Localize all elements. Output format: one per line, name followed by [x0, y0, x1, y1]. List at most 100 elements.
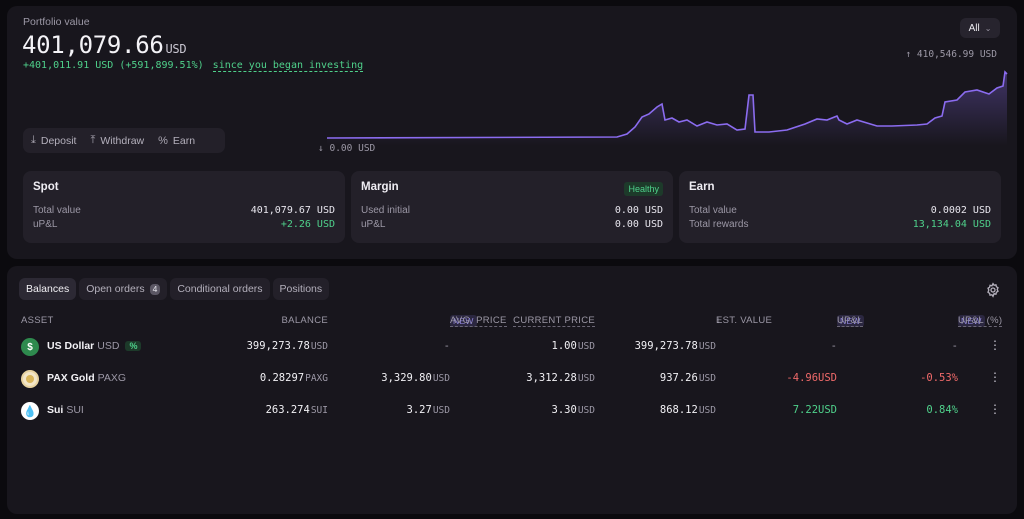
spot-total-label: Total value	[33, 205, 81, 216]
margin-title: Margin	[361, 181, 399, 193]
margin-health-badge: Healthy	[624, 182, 663, 196]
chart-high-value: 410,546.99 USD	[916, 49, 997, 60]
tab-open-orders-label: Open orders	[86, 283, 145, 295]
portfolio-value: 401,079.66 USD	[22, 31, 187, 59]
table-row[interactable]: $ US Dollar USD% 399,273.78USD - 1.00USD …	[7, 335, 1017, 361]
balance-cell: 263.274SUI	[266, 404, 328, 416]
balance-unit: PAXG	[305, 373, 328, 384]
tab-open-orders[interactable]: Open orders 4	[79, 278, 168, 300]
avg-price-value: 3,329.80	[381, 372, 432, 384]
kebab-icon[interactable]: ⋮	[989, 402, 1001, 416]
spot-upl-value: +2.26 USD	[280, 219, 335, 230]
asset-name-text: Sui	[47, 404, 64, 416]
portfolio-chart[interactable]	[317, 62, 1017, 146]
time-range-dropdown[interactable]: All ⌄	[960, 18, 1000, 38]
gear-icon[interactable]	[985, 282, 1001, 298]
balance-cell: 0.28297PAXG	[260, 372, 328, 384]
earn-title: Earn	[689, 181, 715, 193]
header-upl-pct-label: UP&L (%)	[958, 315, 1003, 327]
withdraw-label: Withdraw	[100, 134, 145, 147]
current-price-cell: 3.30USD	[552, 404, 595, 416]
upl-cell: -	[830, 340, 837, 352]
est-value-unit: USD	[698, 373, 716, 384]
margin-used-value: 0.00 USD	[614, 205, 663, 216]
margin-card[interactable]: Margin Healthy Used initial 0.00 USD uP&L…	[351, 171, 673, 243]
withdraw-button[interactable]: ⤒ Withdraw	[90, 134, 144, 147]
balance-unit: SUI	[310, 405, 328, 416]
table-row[interactable]: 💧 Sui SUI 263.274SUI 3.27USD 3.30USD 868.…	[7, 399, 1017, 425]
since-link[interactable]: since you began investing	[212, 60, 364, 72]
est-value: 868.12	[659, 404, 698, 416]
avg-price-value: 3.27	[406, 404, 432, 416]
spot-total-value: 401,079.67 USD	[250, 205, 335, 216]
asset-name: US Dollar USD%	[47, 340, 142, 352]
spot-upl-label: uP&L	[33, 219, 58, 230]
est-value-unit: USD	[698, 341, 716, 352]
pax-gold-icon	[21, 370, 39, 388]
earn-button[interactable]: % Earn	[158, 135, 195, 147]
earn-card[interactable]: Earn Total value 0.0002 USD Total rewards…	[679, 171, 1001, 243]
table-header: ASSET BALANCE NEW AVG. PRICE CURRENT PRIC…	[7, 315, 1017, 329]
kebab-icon[interactable]: ⋮	[989, 370, 1001, 384]
balances-panel: Balances Open orders 4 Conditional order…	[7, 266, 1017, 514]
avg-price-cell: 3.27USD	[407, 404, 450, 416]
earn-rewards-value: 13,134.04 USD	[912, 219, 991, 230]
tab-balances-label: Balances	[26, 283, 70, 295]
price-unit: USD	[577, 405, 595, 416]
price-value: 3.30	[551, 404, 577, 416]
upl-value: 7.22	[792, 404, 819, 416]
portfolio-change: +401,011.91 USD (+591,899.51%) since you…	[23, 60, 364, 72]
chart-high-label: ↑ 410,546.99 USD	[905, 49, 997, 60]
earn-percent-badge[interactable]: %	[125, 341, 142, 351]
asset-name-text: US Dollar	[47, 340, 95, 352]
asset-name-text: PAX Gold	[47, 372, 95, 384]
earn-rewards-label: Total rewards	[689, 219, 749, 230]
arrow-down-icon: ↓	[318, 143, 324, 154]
est-value: 937.26	[659, 372, 698, 384]
price-value: 3,312.28	[526, 372, 577, 384]
table-row[interactable]: PAX Gold PAXG 0.28297PAXG 3,329.80USD 3,3…	[7, 367, 1017, 393]
earn-total-label: Total value	[689, 205, 737, 216]
sort-arrow-down-icon: ↓	[716, 315, 722, 326]
balance-cell: 399,273.78USD	[247, 340, 328, 352]
spot-card[interactable]: Spot Total value 401,079.67 USD uP&L +2.26…	[23, 171, 345, 243]
balance-value: 0.28297	[259, 372, 305, 384]
tab-conditional-orders[interactable]: Conditional orders	[170, 278, 270, 300]
deposit-button[interactable]: ⤓ Deposit	[31, 134, 76, 147]
spot-title: Spot	[33, 181, 59, 193]
quick-actions: ⤓ Deposit ⤒ Withdraw % Earn	[23, 128, 225, 153]
asset-ticker: PAXG	[97, 372, 127, 384]
sui-icon: 💧	[21, 402, 39, 420]
balance-value: 263.274	[265, 404, 310, 416]
time-range-label: All	[968, 22, 980, 34]
avg-price-cell: -	[443, 340, 450, 352]
balance-value: 399,273.78	[246, 340, 310, 352]
tab-positions[interactable]: Positions	[272, 278, 330, 300]
avg-price-cell: 3,329.80USD	[381, 372, 450, 384]
avg-price-unit: USD	[432, 373, 450, 384]
portfolio-label: Portfolio value	[23, 16, 90, 28]
asset-name: Sui SUI	[47, 404, 84, 416]
header-current-price[interactable]: CURRENT PRICE	[513, 315, 595, 327]
change-absolute: +401,011.91 USD	[23, 60, 114, 71]
chart-low-label: ↓ 0.00 USD	[318, 143, 375, 154]
chart-low-unit: USD	[358, 143, 376, 154]
est-value-cell: 937.26USD	[660, 372, 716, 384]
price-value: 1.00	[551, 340, 577, 352]
upl-pct-cell: -	[951, 340, 958, 352]
kebab-icon[interactable]: ⋮	[989, 338, 1001, 352]
new-badge: NEW	[958, 315, 985, 327]
asset-ticker: SUI	[66, 404, 84, 416]
portfolio-panel: Portfolio value 401,079.66 USD +401,011.9…	[7, 6, 1017, 259]
margin-upl-label: uP&L	[361, 219, 386, 230]
est-value-cell: 868.12USD	[660, 404, 716, 416]
current-price-cell: 3,312.28USD	[526, 372, 595, 384]
header-balance[interactable]: BALANCE	[281, 315, 328, 326]
header-asset[interactable]: ASSET	[21, 315, 54, 326]
asset-ticker: USD	[97, 340, 120, 352]
tab-balances[interactable]: Balances	[19, 278, 77, 300]
chevron-down-icon: ⌄	[984, 23, 992, 33]
current-price-cell: 1.00USD	[552, 340, 595, 352]
header-upl-label: UP&L	[837, 315, 864, 327]
price-unit: USD	[577, 373, 595, 384]
